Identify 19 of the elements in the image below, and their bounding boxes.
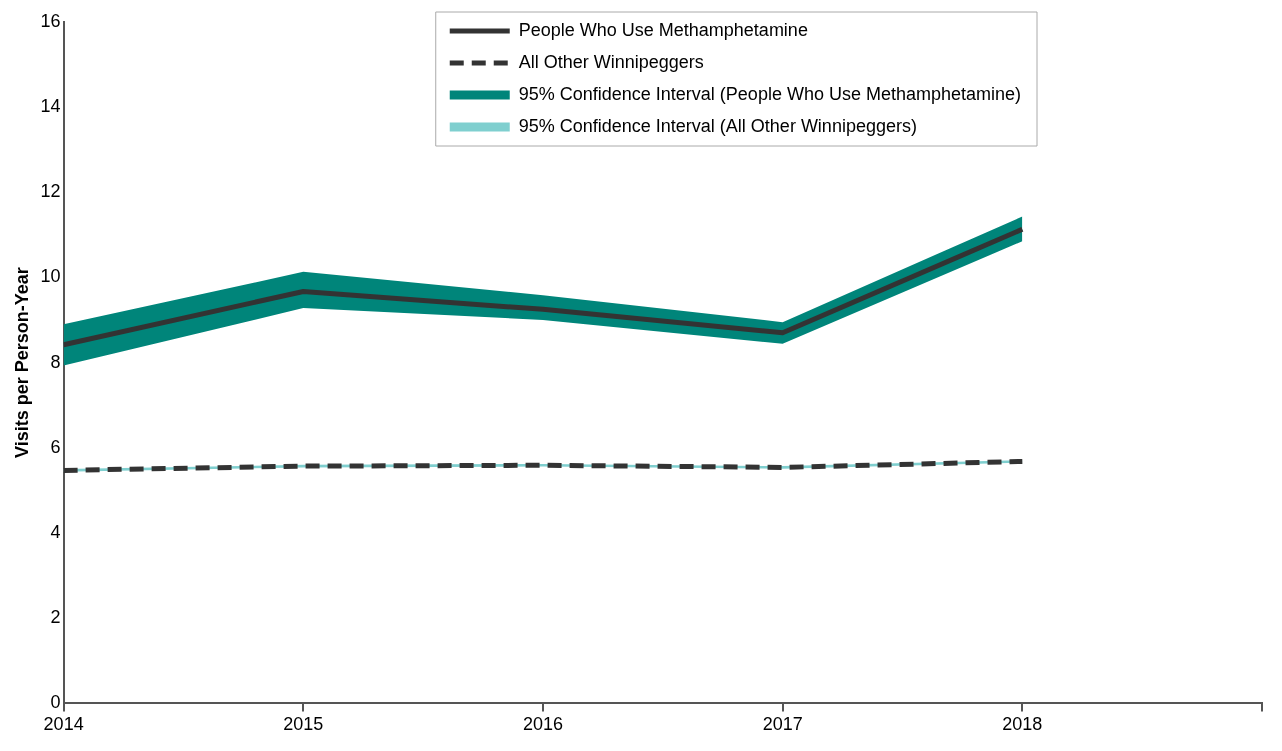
y-tick-label: 0 [50, 692, 61, 713]
y-tick-label: 6 [50, 436, 61, 457]
y-tick-label: 8 [50, 351, 61, 372]
legend-label: 95% Confidence Interval (People Who Use Methamphetamine) [518, 83, 1022, 104]
x-tick-label: 2016 [522, 714, 563, 735]
y-tick-label: 12 [40, 181, 61, 202]
x-tick-label: 2015 [283, 714, 324, 735]
y-tick-label: 4 [50, 521, 61, 542]
legend-label: All Other Winnipeggers [518, 51, 704, 72]
y-axis-title: Visits per Person-Year [11, 267, 32, 458]
x-tick-label: 2018 [1002, 714, 1043, 735]
y-tick-label: 14 [40, 95, 61, 116]
x-tick-label: 2014 [43, 714, 84, 735]
x-tick-label: 2017 [762, 714, 803, 735]
legend-label: People Who Use Methamphetamine [518, 19, 808, 40]
legend-label: 95% Confidence Interval (All Other Winnipeggers) [518, 115, 917, 136]
y-tick-label: 2 [50, 607, 61, 628]
y-tick-label: 10 [40, 266, 61, 287]
y-tick-label: 16 [40, 10, 61, 31]
